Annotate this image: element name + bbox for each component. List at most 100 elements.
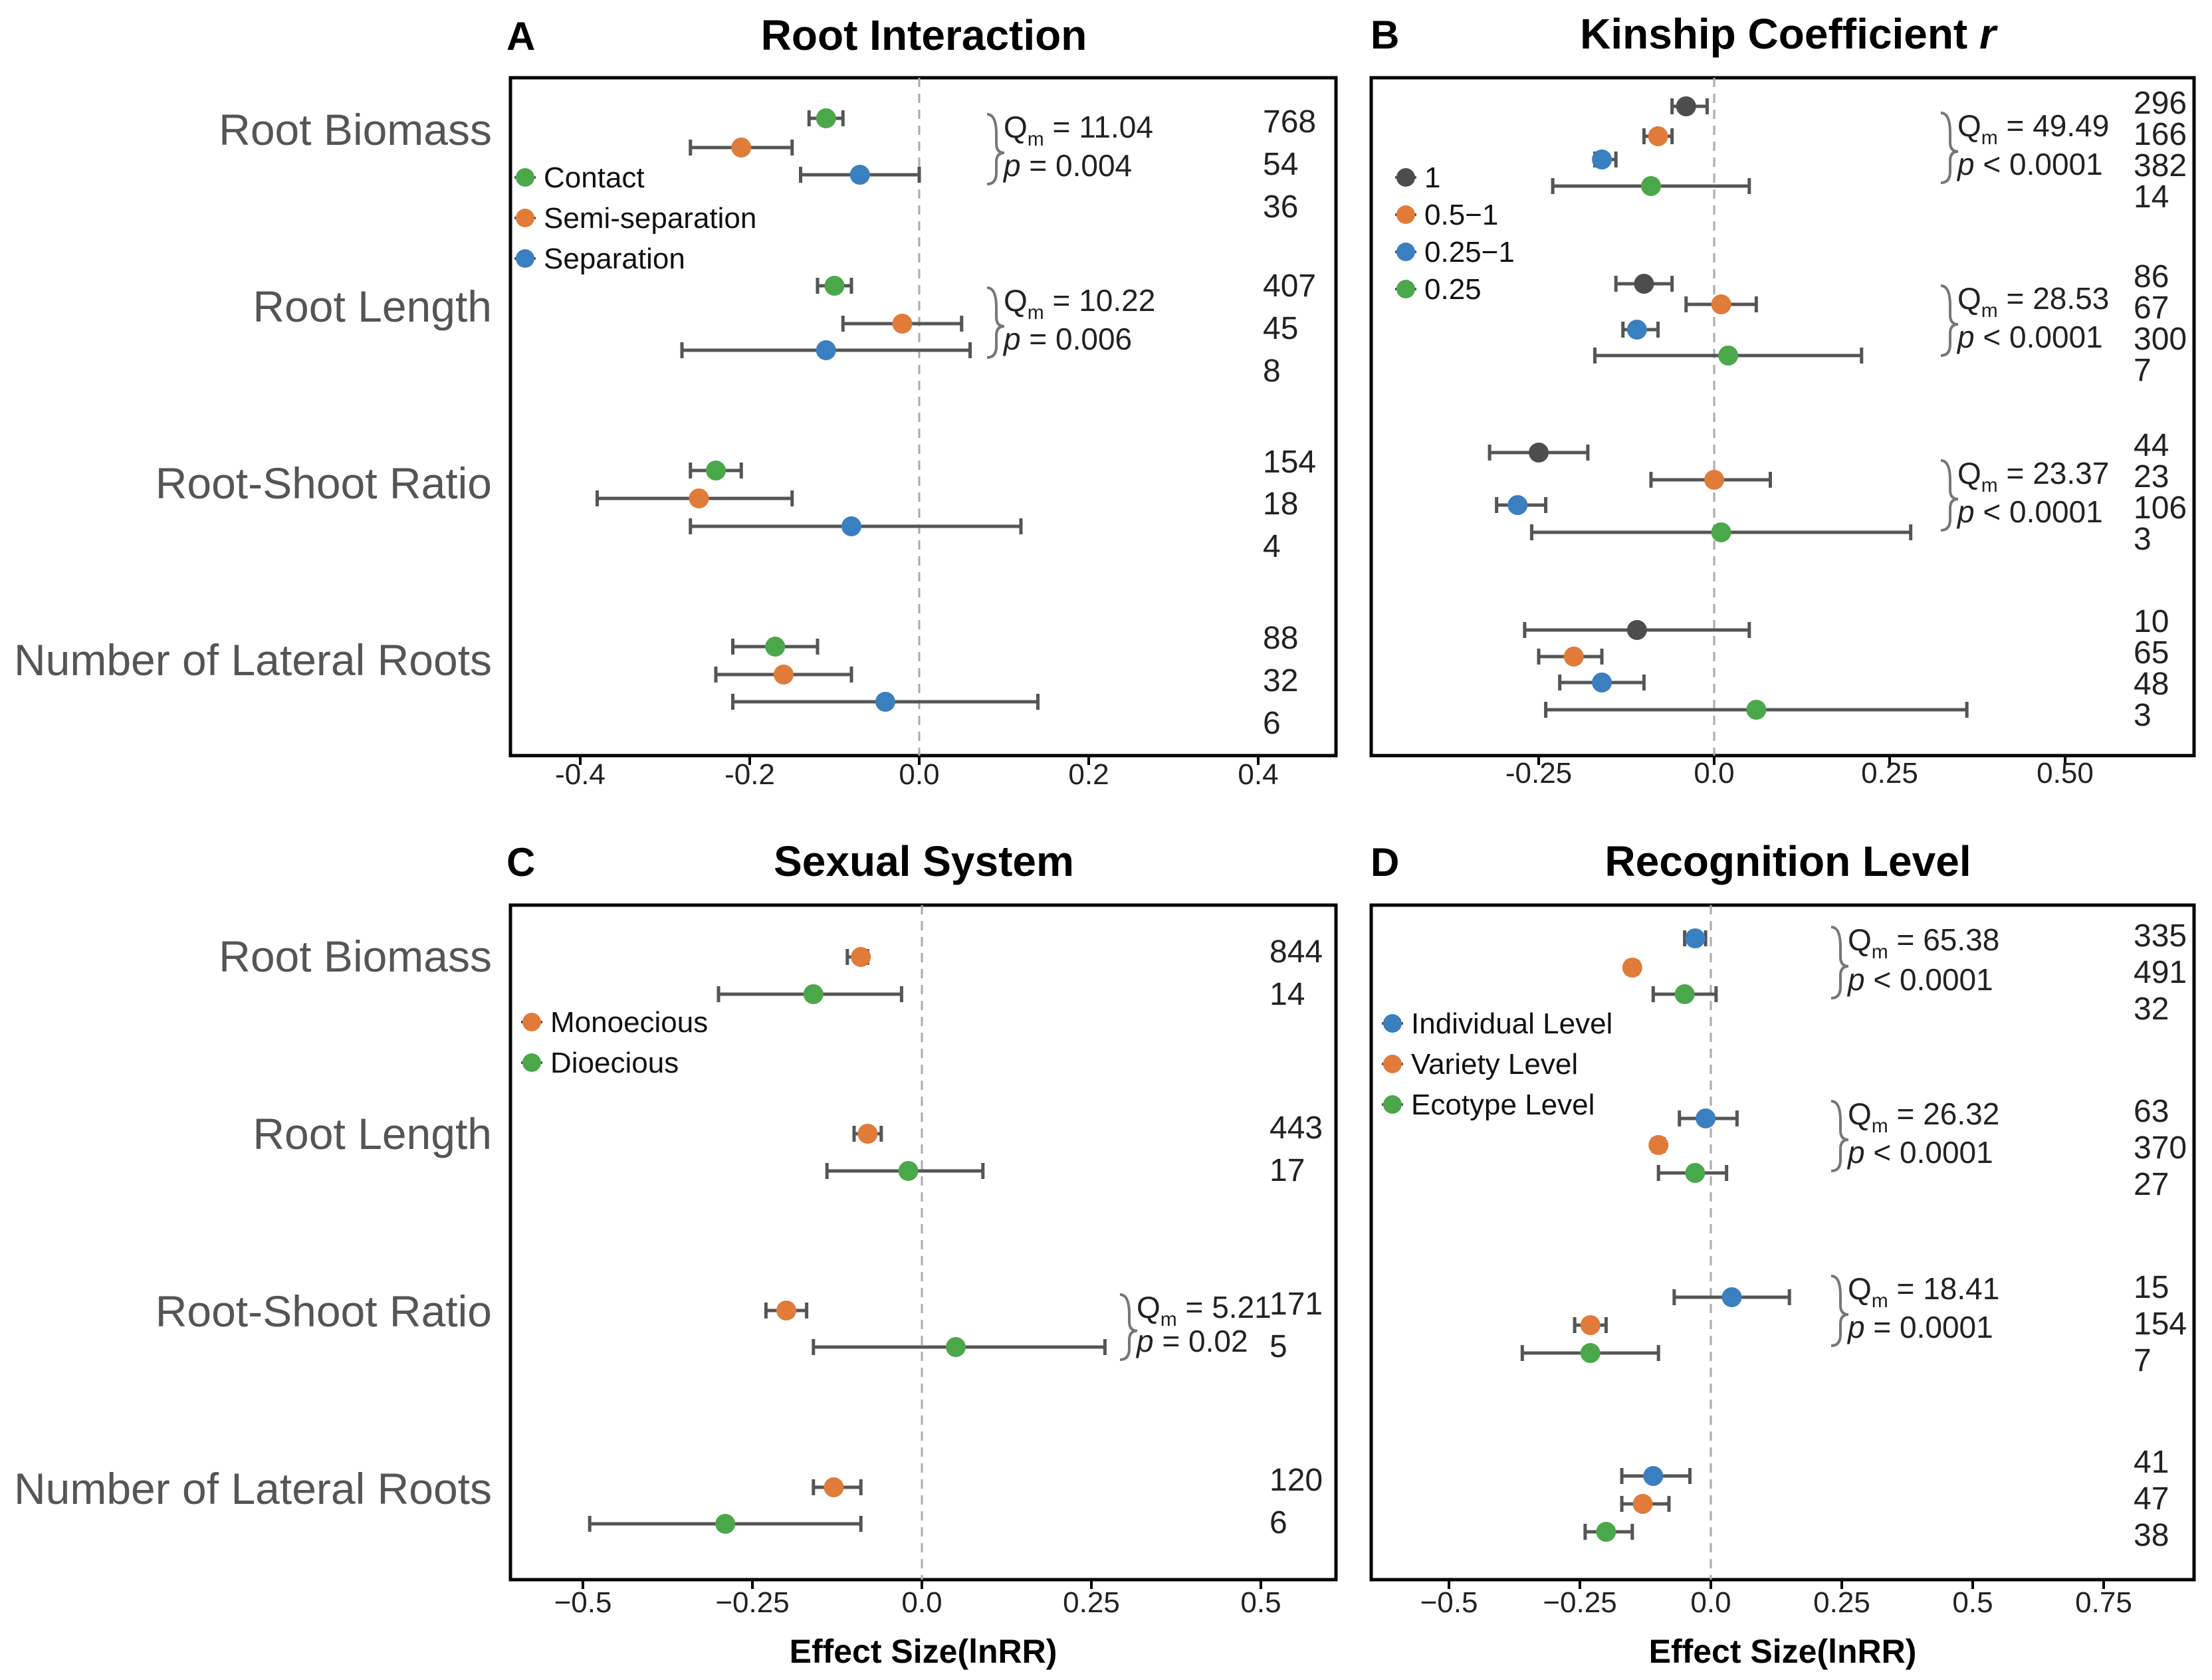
- panel-letter: A: [506, 14, 535, 58]
- effect-point: [1592, 673, 1612, 692]
- legend-marker: [1383, 1095, 1402, 1114]
- sample-size-label: 8: [1263, 354, 1281, 389]
- effect-point: [946, 1337, 966, 1357]
- x-tick-label: -0.4: [555, 758, 606, 791]
- effect-point: [1592, 150, 1612, 169]
- effect-point: [1632, 1494, 1653, 1514]
- effect-point: [849, 165, 870, 185]
- category-label: Root Length: [253, 282, 492, 331]
- effect-point: [1704, 470, 1724, 490]
- effect-point: [1596, 1522, 1616, 1542]
- plot-frame: [1369, 76, 2196, 758]
- panel-title: Root Interaction: [761, 11, 1087, 59]
- effect-point: [803, 984, 824, 1004]
- legend-label: Ecotype Level: [1411, 1089, 1595, 1121]
- effect-point: [841, 516, 861, 536]
- x-tick-label: 0.5: [1952, 1586, 1993, 1619]
- panel-c: C Sexual System −0.5 −0.25 0.0 0.25 0.5 Effect …: [14, 837, 1338, 1670]
- category-label: Root-Shoot Ratio: [156, 1287, 492, 1336]
- sample-size-label: 65: [2134, 635, 2169, 671]
- x-tick-label: -0.25: [1505, 757, 1572, 789]
- legend-label: Semi-separation: [544, 202, 756, 235]
- legend: Individual Level Variety Level Ecotype Lev…: [1382, 1007, 1612, 1121]
- sample-size-label: 844: [1270, 934, 1323, 970]
- effect-point: [892, 314, 913, 334]
- legend: Monoecious Dioecious: [521, 1006, 708, 1079]
- qm-brace: [1830, 1100, 1849, 1172]
- effect-point: [1634, 274, 1654, 294]
- legend-marker: [1396, 243, 1415, 261]
- sample-size-label: 10: [2134, 604, 2169, 639]
- x-tick-label: 0.2: [1068, 758, 1109, 791]
- effect-point: [1563, 647, 1584, 667]
- category-label: Root-Shoot Ratio: [156, 459, 492, 508]
- x-tick-label: 0.25: [1861, 757, 1918, 789]
- effect-point: [1648, 1135, 1669, 1155]
- sample-size-label: 3: [2134, 698, 2152, 733]
- sample-size-label: 32: [2134, 992, 2169, 1027]
- x-tick-label: 0.50: [2037, 757, 2094, 789]
- sample-size-label: 7: [2134, 353, 2152, 388]
- sample-size-label: 15: [2134, 1270, 2169, 1305]
- p-value: p < 0.0001: [1956, 147, 2103, 181]
- sample-size-label: 63: [2134, 1094, 2169, 1129]
- panel-b: B Kinship Coefficient r -0.25 0.0 0.25 0.50 29…: [1369, 10, 2196, 789]
- legend-marker: [1396, 280, 1415, 298]
- legend-label: Variety Level: [1411, 1048, 1578, 1081]
- category-label: Root Length: [253, 1109, 492, 1158]
- effect-point: [1580, 1315, 1601, 1335]
- effect-point: [1676, 96, 1696, 116]
- sample-size-label: 27: [2134, 1167, 2169, 1202]
- legend-marker: [522, 1013, 541, 1031]
- legend: 1 0.5−1 0.25−1 0.25: [1395, 161, 1515, 306]
- sample-size-label: 296: [2134, 86, 2187, 121]
- p-value: p = 0.004: [1002, 148, 1132, 183]
- sample-size-label: 443: [1270, 1110, 1323, 1146]
- effect-point: [1746, 700, 1767, 720]
- sample-size-label: 120: [1270, 1463, 1323, 1498]
- qm-statistic: Qm = 5.21: [1137, 1290, 1272, 1330]
- sample-size-label: 768: [1263, 104, 1316, 140]
- sample-size-label: 45: [1263, 311, 1298, 346]
- legend-label: 0.25−1: [1424, 236, 1515, 268]
- p-value: p < 0.0001: [1846, 1135, 1993, 1170]
- sample-size-label: 86: [2134, 259, 2169, 294]
- effect-point: [1622, 958, 1642, 978]
- x-axis-label: Effect Size(lnRR): [1649, 1633, 1917, 1670]
- sample-size-label: 32: [1263, 663, 1298, 698]
- effect-point: [824, 276, 845, 296]
- panel-letter: B: [1371, 13, 1399, 57]
- effect-point: [1685, 1163, 1706, 1183]
- p-value: p = 0.0001: [1846, 1310, 1993, 1344]
- sample-size-label: 7: [2134, 1343, 2152, 1378]
- sample-size-label: 23: [2134, 459, 2169, 494]
- plot-frame: [508, 76, 1338, 758]
- legend-label: Dioecious: [550, 1047, 679, 1079]
- qm-statistic: Qm = 10.22: [1004, 283, 1155, 324]
- plot-frame: [1369, 903, 2196, 1582]
- sample-size-label: 6: [1270, 1505, 1287, 1540]
- sample-size-label: 335: [2134, 918, 2187, 954]
- panel-d: D Recognition Level −0.5 −0.25 0.0 0.25 0.5 0.7…: [1369, 837, 2196, 1670]
- p-value: p < 0.0001: [1956, 494, 2103, 529]
- legend-marker: [1396, 205, 1415, 224]
- effect-point: [1640, 176, 1661, 196]
- sample-size-label: 14: [2134, 179, 2169, 215]
- effect-point: [898, 1161, 919, 1181]
- effect-point: [1696, 1108, 1716, 1128]
- effect-point: [774, 665, 794, 684]
- p-value: p = 0.02: [1135, 1324, 1248, 1358]
- effect-point: [1580, 1343, 1601, 1363]
- effect-point: [765, 637, 786, 657]
- effect-point: [1626, 320, 1647, 340]
- sample-size-label: 36: [1263, 189, 1298, 225]
- sample-size-label: 3: [2134, 522, 2152, 557]
- qm-statistic: Qm = 18.41: [1848, 1271, 1999, 1312]
- legend-label: 1: [1424, 161, 1440, 194]
- effect-point: [1718, 346, 1739, 366]
- qm-brace: [1119, 1293, 1138, 1361]
- p-value: p < 0.0001: [1846, 962, 1993, 997]
- panel-letter: C: [506, 840, 535, 885]
- qm-brace: [986, 113, 1005, 185]
- qm-statistic: Qm = 65.38: [1848, 922, 1999, 963]
